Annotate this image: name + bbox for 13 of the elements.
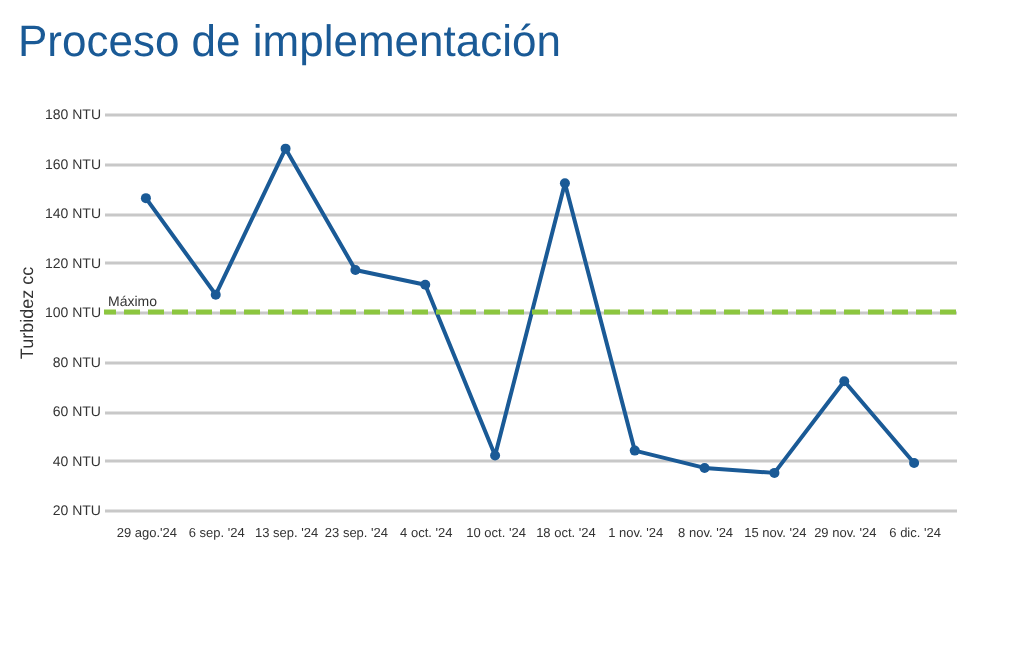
point (140, 193, 151, 204)
point (420, 279, 431, 290)
point (280, 143, 291, 154)
point (629, 445, 640, 456)
point (350, 264, 361, 275)
point (210, 289, 221, 300)
point (769, 467, 780, 478)
point (909, 457, 920, 468)
point (490, 450, 501, 461)
point (699, 462, 710, 473)
chart-title: Proceso de implementación (17, 16, 561, 66)
point (839, 376, 850, 387)
y-axis-title: Turbidez cc (16, 265, 37, 360)
